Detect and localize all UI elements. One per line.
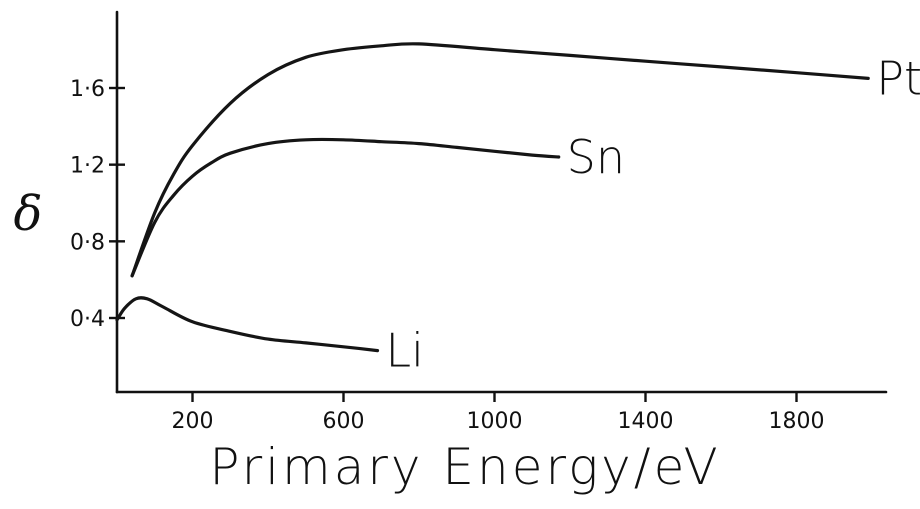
- y-tick-label: 1·2: [70, 154, 105, 179]
- series-label-pt: Pt: [876, 51, 920, 105]
- series-layer: [115, 42, 870, 353]
- series-labels: Pt Sn Li: [385, 51, 920, 377]
- series-label-sn: Sn: [567, 130, 625, 184]
- series-line-sn: [130, 137, 561, 278]
- y-tick-label: 1·6: [70, 77, 105, 102]
- x-tick-label: 1000: [467, 409, 523, 434]
- x-tick-label: 200: [172, 409, 214, 434]
- y-axis-title: δ: [14, 186, 43, 242]
- series-line-pt: [130, 42, 870, 278]
- y-tick-label: 0·4: [70, 307, 105, 332]
- x-tick-label: 600: [323, 409, 365, 434]
- x-axis-title: Primary Energy/eV: [209, 438, 720, 496]
- y-ticks: 0·4 0·8 1·2 1·6: [70, 77, 125, 332]
- x-tick-label: 1800: [769, 409, 825, 434]
- series-line-li: [115, 296, 380, 353]
- x-tick-label: 1400: [618, 409, 674, 434]
- y-tick-label: 0·8: [70, 230, 105, 255]
- series-label-li: Li: [385, 324, 423, 378]
- axes: [115, 10, 888, 394]
- x-ticks: 200 600 1000 1400 1800: [172, 392, 825, 434]
